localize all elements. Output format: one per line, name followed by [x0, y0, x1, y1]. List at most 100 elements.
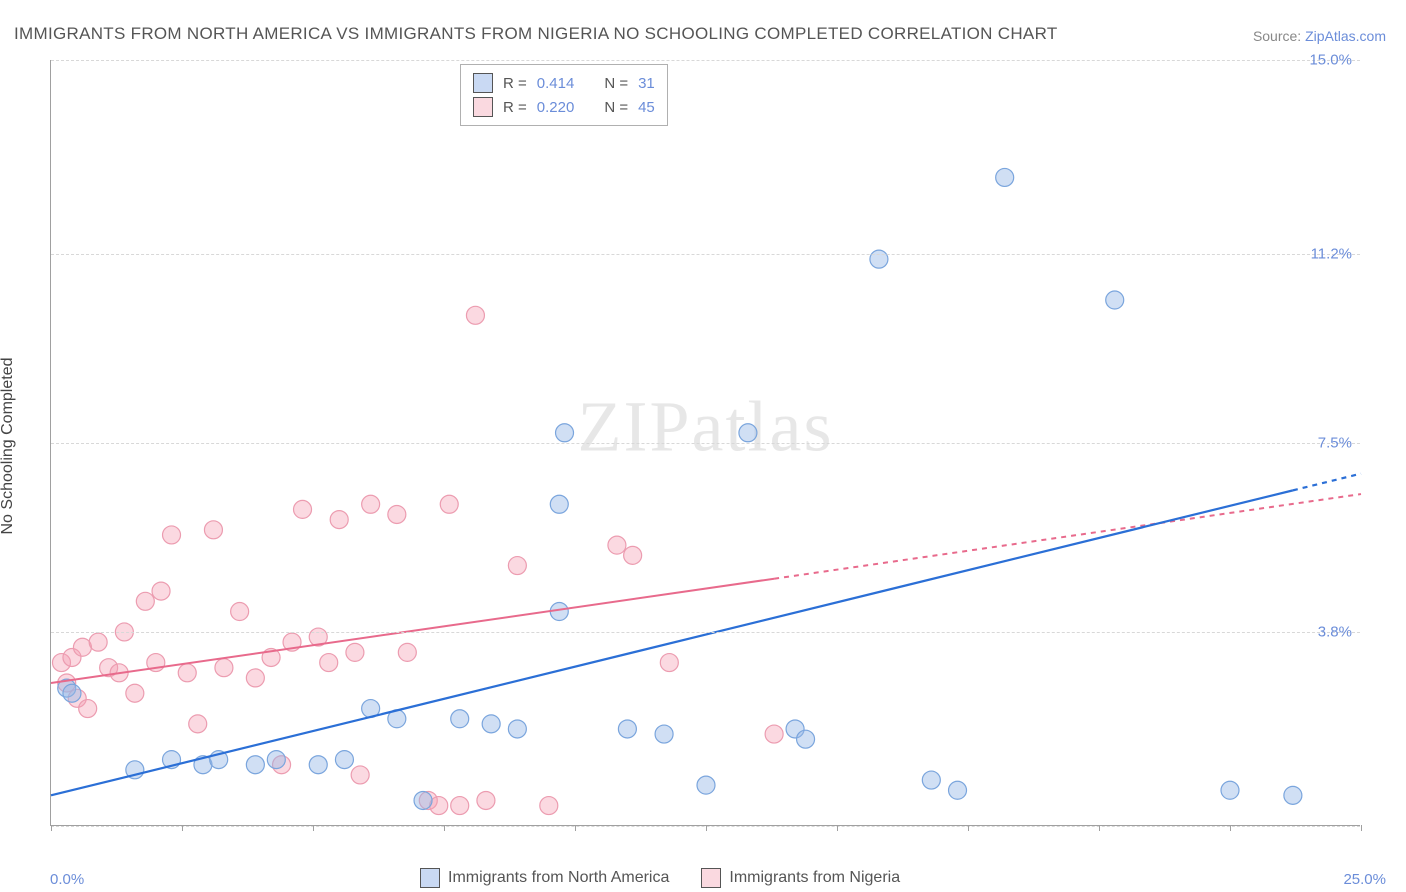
data-point	[246, 669, 264, 687]
data-point	[246, 756, 264, 774]
data-point	[204, 521, 222, 539]
data-point	[89, 633, 107, 651]
x-tick	[1099, 825, 1100, 831]
data-point	[294, 500, 312, 518]
data-point	[178, 664, 196, 682]
data-point	[765, 725, 783, 743]
legend-label: Immigrants from North America	[448, 869, 669, 887]
x-tick	[51, 825, 52, 831]
data-point	[477, 791, 495, 809]
legend-item: Immigrants from North America	[420, 868, 669, 888]
data-point	[335, 751, 353, 769]
data-point	[320, 654, 338, 672]
data-point	[79, 700, 97, 718]
data-point	[508, 557, 526, 575]
data-point	[482, 715, 500, 733]
data-point	[398, 643, 416, 661]
data-point	[163, 526, 181, 544]
legend-item: Immigrants from Nigeria	[701, 868, 900, 888]
data-point	[466, 306, 484, 324]
trend-line	[51, 490, 1293, 795]
y-tick-label: 15.0%	[1309, 52, 1352, 69]
legend-swatch	[701, 868, 721, 888]
data-point	[440, 495, 458, 513]
r-label: R =	[503, 99, 527, 116]
x-tick	[444, 825, 445, 831]
x-tick	[182, 825, 183, 831]
x-tick	[575, 825, 576, 831]
legend-swatch	[473, 97, 493, 117]
y-tick-label: 7.5%	[1318, 435, 1352, 452]
gridline	[51, 60, 1360, 61]
legend-stat-row: R = 0.220 N = 45	[473, 95, 655, 119]
data-point	[189, 715, 207, 733]
data-point	[231, 603, 249, 621]
data-point	[550, 495, 568, 513]
n-value: 31	[638, 75, 655, 92]
data-point	[739, 424, 757, 442]
data-point	[362, 495, 380, 513]
source-attribution: Source: ZipAtlas.com	[1253, 28, 1386, 44]
n-value: 45	[638, 99, 655, 116]
legend-series: Immigrants from North America Immigrants …	[420, 868, 900, 888]
data-point	[797, 730, 815, 748]
x-tick	[837, 825, 838, 831]
chart-area: ZIPatlas 3.8%7.5%11.2%15.0%	[50, 60, 1360, 826]
data-point	[556, 424, 574, 442]
source-link[interactable]: ZipAtlas.com	[1305, 28, 1386, 44]
data-point	[660, 654, 678, 672]
n-label: N =	[604, 75, 628, 92]
data-point	[624, 546, 642, 564]
data-point	[996, 168, 1014, 186]
data-point	[870, 250, 888, 268]
r-value: 0.414	[537, 75, 575, 92]
data-point	[126, 684, 144, 702]
x-axis-min-label: 0.0%	[50, 871, 84, 888]
y-axis-label: No Schooling Completed	[0, 358, 17, 535]
chart-title: IMMIGRANTS FROM NORTH AMERICA VS IMMIGRA…	[14, 24, 1058, 44]
x-tick	[313, 825, 314, 831]
data-point	[267, 751, 285, 769]
data-point	[414, 791, 432, 809]
data-point	[388, 505, 406, 523]
data-point	[451, 710, 469, 728]
n-label: N =	[604, 99, 628, 116]
data-point	[136, 592, 154, 610]
x-tick	[1361, 825, 1362, 831]
legend-stats: R = 0.414 N = 31 R = 0.220 N = 45	[460, 64, 668, 126]
data-point	[1221, 781, 1239, 799]
legend-stat-row: R = 0.414 N = 31	[473, 71, 655, 95]
data-point	[608, 536, 626, 554]
data-point	[655, 725, 673, 743]
data-point	[618, 720, 636, 738]
data-point	[451, 797, 469, 815]
x-tick	[968, 825, 969, 831]
trend-line	[774, 494, 1361, 579]
data-point	[1106, 291, 1124, 309]
data-point	[922, 771, 940, 789]
r-value: 0.220	[537, 99, 575, 116]
x-axis-max-label: 25.0%	[1343, 871, 1386, 888]
data-point	[215, 659, 233, 677]
y-tick-label: 11.2%	[1311, 246, 1352, 263]
data-point	[508, 720, 526, 738]
legend-swatch	[420, 868, 440, 888]
data-point	[63, 684, 81, 702]
data-point	[1284, 786, 1302, 804]
data-point	[697, 776, 715, 794]
data-point	[540, 797, 558, 815]
legend-swatch	[473, 73, 493, 93]
gridline	[51, 254, 1360, 255]
x-tick	[706, 825, 707, 831]
trend-line	[1293, 474, 1361, 491]
data-point	[346, 643, 364, 661]
gridline	[51, 443, 1360, 444]
data-point	[309, 756, 327, 774]
r-label: R =	[503, 75, 527, 92]
x-tick	[1230, 825, 1231, 831]
data-point	[949, 781, 967, 799]
legend-label: Immigrants from Nigeria	[729, 869, 900, 887]
data-point	[351, 766, 369, 784]
gridline	[51, 632, 1360, 633]
data-point	[330, 511, 348, 529]
